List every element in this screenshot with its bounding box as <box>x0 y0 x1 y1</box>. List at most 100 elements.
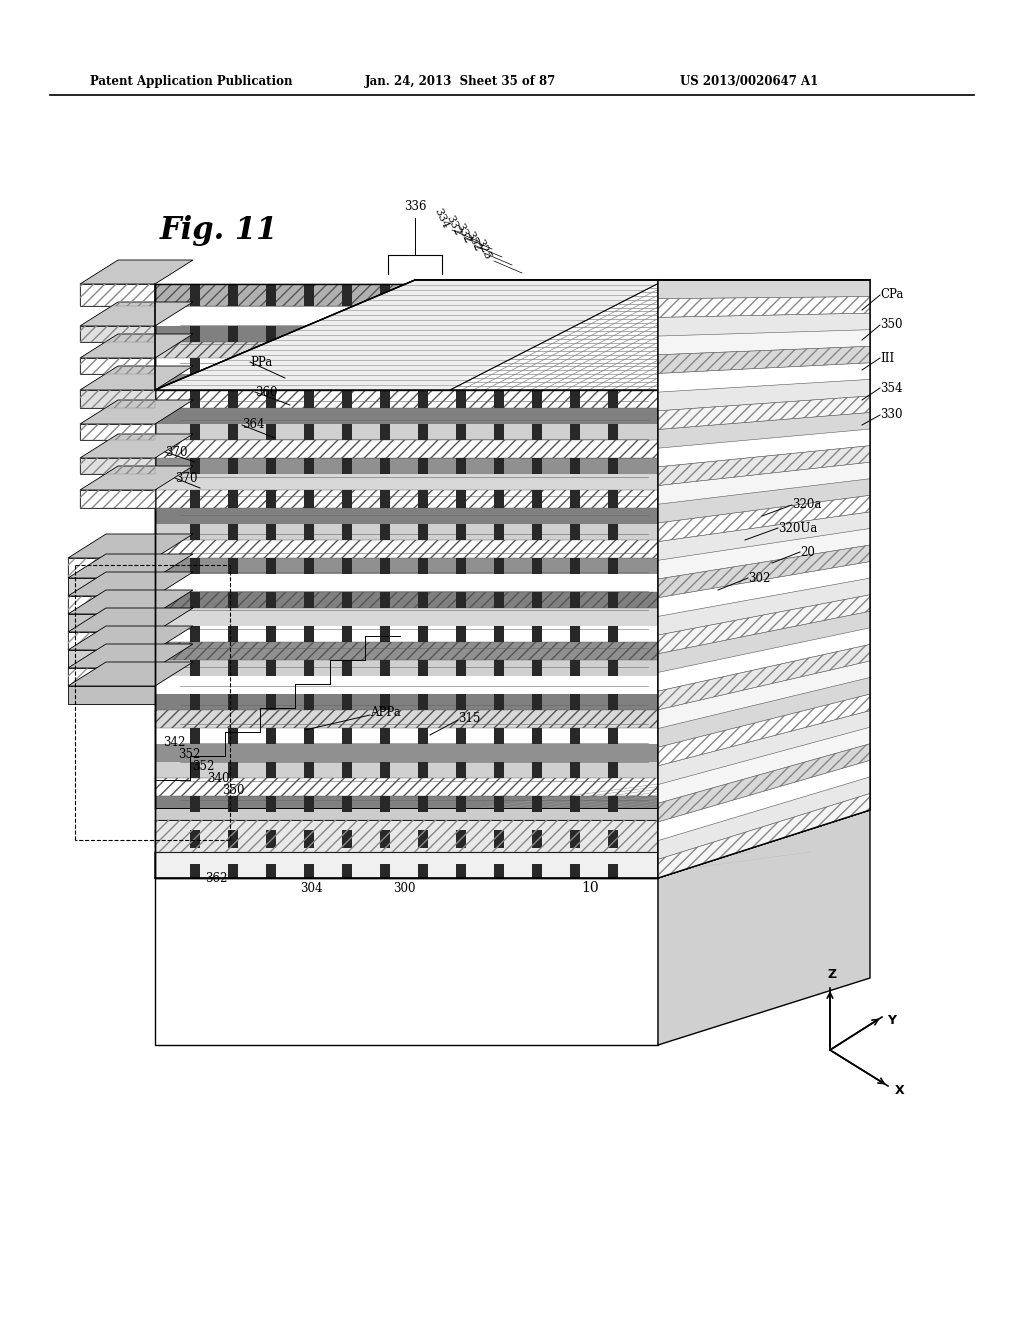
Polygon shape <box>342 830 352 847</box>
Polygon shape <box>68 632 155 649</box>
Polygon shape <box>380 626 390 642</box>
Polygon shape <box>190 729 200 744</box>
Polygon shape <box>608 458 618 474</box>
Polygon shape <box>532 326 542 342</box>
Polygon shape <box>80 366 193 389</box>
Text: 315: 315 <box>458 711 480 725</box>
Polygon shape <box>266 358 276 374</box>
Polygon shape <box>608 694 618 710</box>
Polygon shape <box>155 540 658 558</box>
Polygon shape <box>532 358 542 374</box>
Text: 370: 370 <box>165 446 187 458</box>
Polygon shape <box>658 677 870 747</box>
Polygon shape <box>380 524 390 540</box>
Polygon shape <box>570 830 580 847</box>
Polygon shape <box>418 326 428 342</box>
Polygon shape <box>380 830 390 847</box>
Polygon shape <box>228 424 238 440</box>
Polygon shape <box>304 796 314 812</box>
Polygon shape <box>658 280 870 298</box>
Polygon shape <box>190 830 200 847</box>
Polygon shape <box>155 424 658 440</box>
Polygon shape <box>155 474 658 490</box>
Text: 320a: 320a <box>792 499 821 511</box>
Polygon shape <box>532 524 542 540</box>
Polygon shape <box>456 558 466 574</box>
Polygon shape <box>658 644 870 710</box>
Text: 342: 342 <box>163 735 185 748</box>
Polygon shape <box>658 330 870 355</box>
Polygon shape <box>155 729 658 744</box>
Polygon shape <box>494 626 504 642</box>
Polygon shape <box>266 326 276 342</box>
Polygon shape <box>608 830 618 847</box>
Polygon shape <box>155 609 658 626</box>
Polygon shape <box>190 524 200 540</box>
Polygon shape <box>658 661 870 729</box>
Polygon shape <box>304 326 314 342</box>
Polygon shape <box>570 626 580 642</box>
Polygon shape <box>658 280 870 878</box>
Text: 364: 364 <box>242 418 264 432</box>
Polygon shape <box>570 284 580 306</box>
Polygon shape <box>68 572 193 597</box>
Polygon shape <box>228 524 238 540</box>
Polygon shape <box>570 424 580 440</box>
Polygon shape <box>494 424 504 440</box>
Polygon shape <box>608 326 618 342</box>
Polygon shape <box>418 424 428 440</box>
Polygon shape <box>532 830 542 847</box>
Polygon shape <box>155 865 658 878</box>
Polygon shape <box>304 490 314 508</box>
Polygon shape <box>155 642 658 660</box>
Polygon shape <box>456 524 466 540</box>
Polygon shape <box>155 777 658 796</box>
Polygon shape <box>228 558 238 574</box>
Polygon shape <box>190 796 200 812</box>
Polygon shape <box>304 424 314 440</box>
Polygon shape <box>570 865 580 878</box>
Polygon shape <box>68 644 193 668</box>
Polygon shape <box>80 284 155 306</box>
Polygon shape <box>494 591 504 609</box>
Polygon shape <box>190 284 200 306</box>
Polygon shape <box>494 458 504 474</box>
Polygon shape <box>190 458 200 474</box>
Polygon shape <box>68 614 155 632</box>
Polygon shape <box>304 729 314 744</box>
Polygon shape <box>68 578 155 597</box>
Polygon shape <box>266 694 276 710</box>
Polygon shape <box>342 389 352 408</box>
Polygon shape <box>380 865 390 878</box>
Polygon shape <box>418 762 428 777</box>
Text: Z: Z <box>827 968 837 981</box>
Text: 352: 352 <box>464 230 482 253</box>
Polygon shape <box>80 466 193 490</box>
Polygon shape <box>532 458 542 474</box>
Polygon shape <box>190 591 200 609</box>
Polygon shape <box>80 260 193 284</box>
Polygon shape <box>304 694 314 710</box>
Polygon shape <box>80 302 193 326</box>
Polygon shape <box>190 358 200 374</box>
Text: 302: 302 <box>748 572 770 585</box>
Polygon shape <box>266 729 276 744</box>
Polygon shape <box>456 591 466 609</box>
Polygon shape <box>456 796 466 812</box>
Polygon shape <box>155 820 658 851</box>
Polygon shape <box>155 694 658 710</box>
Polygon shape <box>456 490 466 508</box>
Polygon shape <box>304 830 314 847</box>
Polygon shape <box>228 626 238 642</box>
Polygon shape <box>80 334 193 358</box>
Polygon shape <box>658 528 870 579</box>
Polygon shape <box>494 284 504 306</box>
Polygon shape <box>155 280 870 389</box>
Polygon shape <box>494 729 504 744</box>
Polygon shape <box>342 660 352 676</box>
Polygon shape <box>380 762 390 777</box>
Polygon shape <box>608 358 618 374</box>
Text: 370: 370 <box>175 471 198 484</box>
Polygon shape <box>342 729 352 744</box>
Polygon shape <box>80 434 193 458</box>
